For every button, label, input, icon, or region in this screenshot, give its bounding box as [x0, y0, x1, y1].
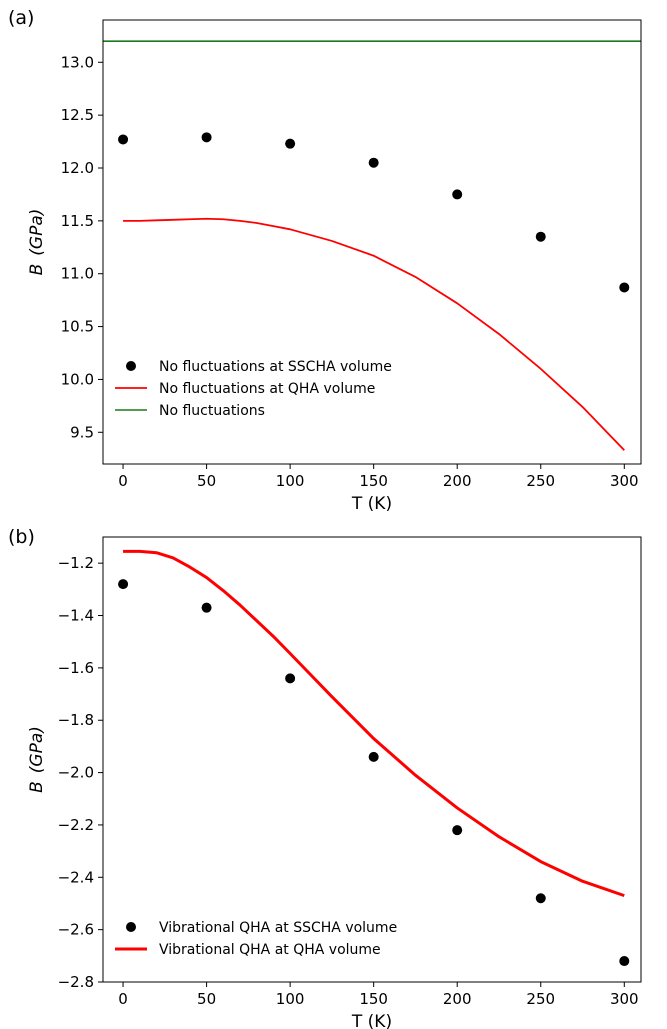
y-tick-label: 11.0 [61, 265, 94, 283]
data-point [368, 157, 379, 168]
panel-label: (a) [8, 7, 34, 29]
y-axis-label-symbol: B [27, 264, 47, 276]
x-tick-label: 300 [610, 990, 639, 1008]
data-point [201, 132, 212, 143]
y-tick-label: −2.0 [58, 764, 94, 782]
y-tick-label: 10.0 [61, 370, 94, 388]
legend-label: No fluctuations at SSCHA volume [159, 359, 392, 375]
y-axis-label-unit: (GPa) [27, 726, 47, 773]
y-tick-label: 12.5 [61, 106, 94, 124]
legend-label: No fluctuations at QHA volume [159, 381, 375, 397]
y-axis-label: B (GPa) [27, 726, 47, 793]
y-tick-label: 9.5 [70, 423, 94, 441]
legend: Vibrational QHA at SSCHA volume Vibration… [115, 920, 397, 958]
axes-frame [102, 19, 642, 465]
legend-marker [126, 922, 136, 932]
x-tick-label: 100 [276, 472, 305, 490]
plot-area [103, 40, 641, 451]
y-tick-label: 10.5 [61, 318, 94, 336]
data-point [285, 673, 296, 684]
chart-panel-2: (b) 0 50 100 150 200 250 300 −2.8 −2.6 −2.4 −2.2 −2.… [8, 526, 642, 1029]
data-point [118, 134, 129, 145]
y-tick-label: −2.4 [58, 868, 94, 886]
plot-area [118, 549, 630, 967]
legend-marker [126, 361, 136, 371]
y-axis-label: B (GPa) [27, 209, 47, 276]
data-point [368, 751, 379, 762]
x-tick-label: 0 [118, 472, 128, 490]
y-tick-label: −1.2 [58, 554, 94, 572]
x-tick-label: 50 [197, 472, 216, 490]
y-axis-label-unit: (GPa) [27, 209, 47, 256]
y-tick-label: −2.8 [58, 973, 94, 991]
x-tick-label: 50 [197, 990, 216, 1008]
x-tick-label: 200 [443, 472, 472, 490]
data-point [535, 893, 546, 904]
data-point [201, 602, 212, 613]
y-tick-label: −2.6 [58, 921, 94, 939]
x-tick-label: 200 [443, 990, 472, 1008]
x-tick-label: 0 [118, 990, 128, 1008]
data-point [452, 825, 463, 836]
x-axis-label: T (K) [351, 1012, 392, 1029]
y-tick-label: −1.8 [58, 711, 94, 729]
x-tick-label: 100 [276, 990, 305, 1008]
data-point [452, 189, 463, 200]
y-tick-label: −1.6 [58, 659, 94, 677]
x-tick-label: 150 [359, 472, 388, 490]
legend: No fluctuations at SSCHA volume No fluctu… [115, 359, 392, 419]
y-tick-label: −1.4 [58, 607, 94, 625]
x-tick-label: 250 [526, 990, 555, 1008]
data-point [118, 579, 129, 590]
x-tick-label: 300 [610, 472, 639, 490]
y-tick-label: 11.5 [61, 212, 94, 230]
data-point [535, 231, 546, 242]
legend-label: Vibrational QHA at SSCHA volume [159, 920, 397, 936]
y-tick-label: 12.0 [61, 159, 94, 177]
series-line-2 [123, 217, 625, 451]
y-tick-label: −2.2 [58, 816, 94, 834]
chart-panel-1: (a) 0 50 100 150 200 250 300 9.5 10.0 10.5 11.0 11.5… [8, 7, 642, 514]
y-tick-label: 13.0 [61, 53, 94, 71]
legend-label: Vibrational QHA at QHA volume [159, 942, 381, 958]
x-tick-label: 150 [359, 990, 388, 1008]
series-line-2 [123, 549, 625, 898]
data-point [285, 138, 296, 149]
data-point [619, 282, 630, 293]
x-tick-label: 250 [526, 472, 555, 490]
axes-frame [102, 536, 642, 983]
legend-label: No fluctuations [159, 403, 265, 419]
data-point [619, 956, 630, 967]
x-axis-label: T (K) [351, 494, 392, 514]
panel-label: (b) [8, 526, 35, 548]
y-axis-label-symbol: B [27, 781, 47, 793]
